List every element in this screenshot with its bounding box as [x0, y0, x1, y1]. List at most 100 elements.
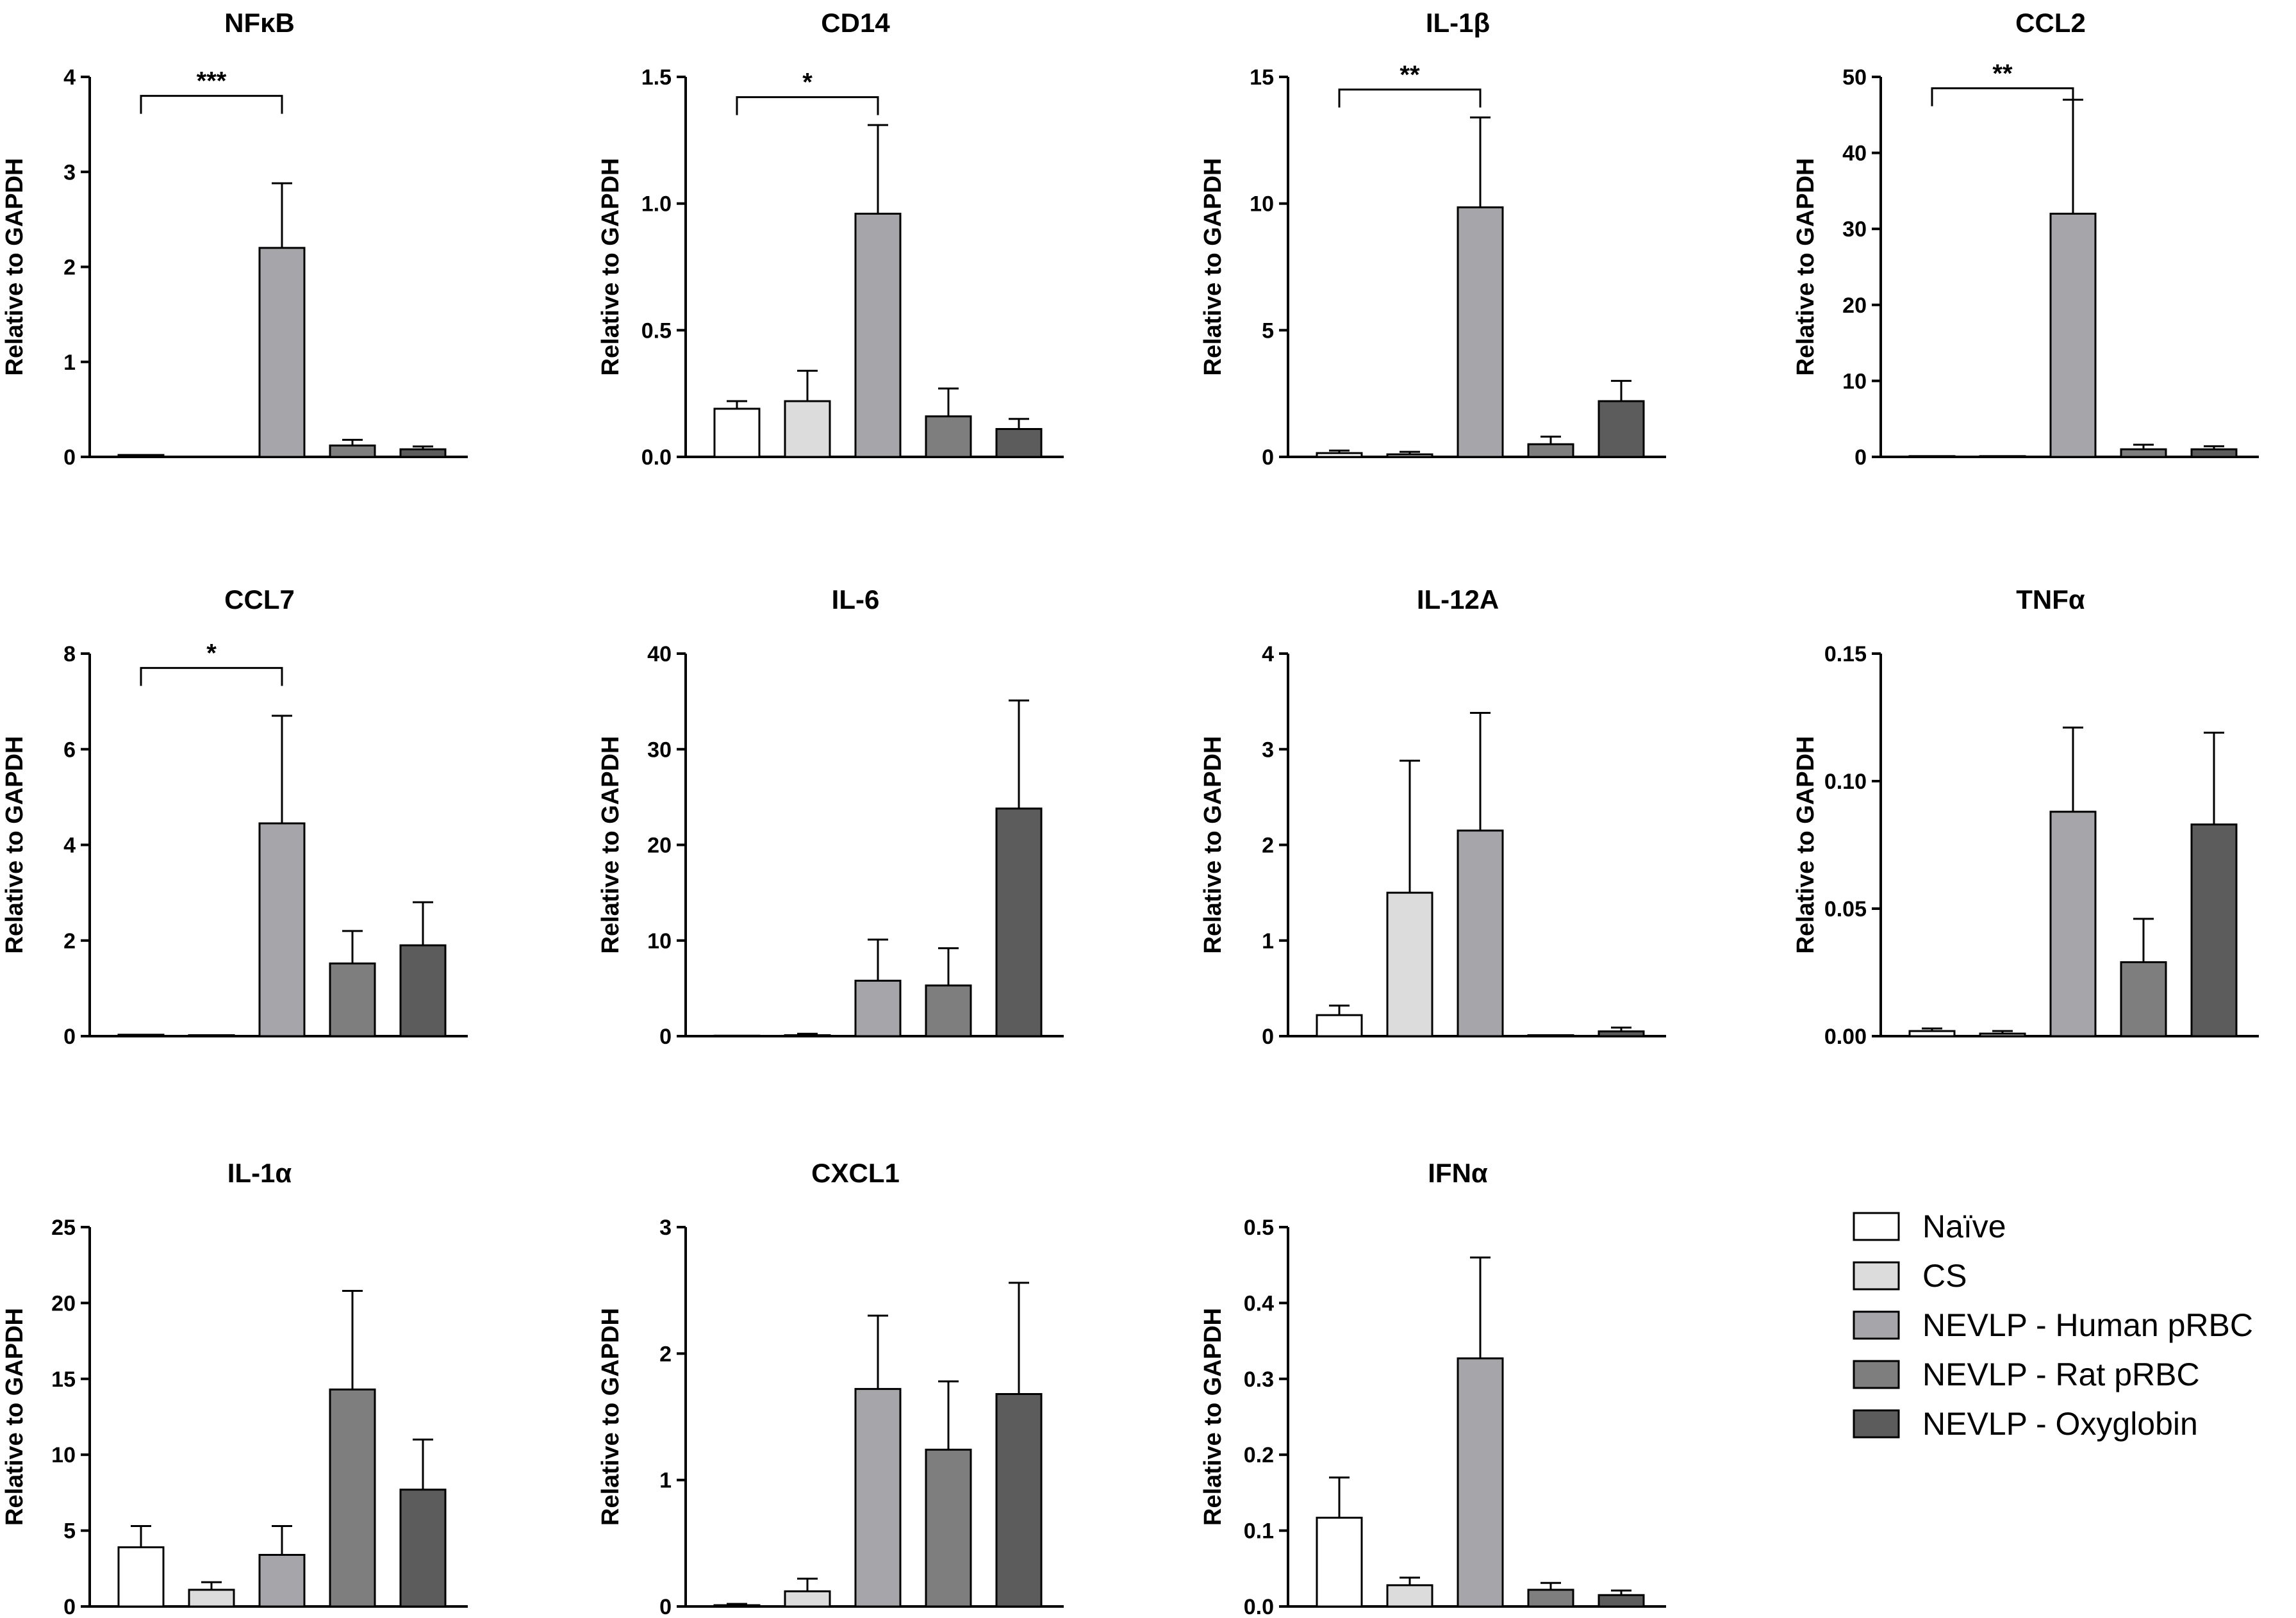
bar-naive	[117, 1034, 165, 1037]
legend-label: CS	[1922, 1258, 1967, 1294]
y-tick-label: 4	[63, 834, 76, 858]
bar-naive	[117, 454, 165, 458]
bar-human	[1457, 829, 1504, 1037]
bar-naive	[713, 1604, 761, 1608]
y-tick-label: 3	[659, 1216, 672, 1240]
y-tick-label: 20	[1842, 293, 1867, 318]
significance-label: **	[1400, 61, 1420, 89]
y-axis-label: Relative to GAPDH	[1200, 158, 1226, 376]
bar-oxy	[1598, 400, 1645, 458]
y-tick-label: 8	[63, 642, 76, 666]
significance-bracket	[1931, 87, 2074, 106]
y-axis-label: Relative to GAPDH	[1200, 736, 1226, 954]
bar-cs	[1386, 453, 1433, 458]
y-tick-label: 0.5	[641, 318, 672, 343]
bar-oxy	[1598, 1594, 1645, 1608]
significance-label: ***	[197, 67, 227, 95]
bar-human	[258, 247, 306, 458]
bar-rat	[925, 984, 972, 1037]
chart-title: IL-1β	[1426, 8, 1490, 38]
y-tick-label: 50	[1842, 65, 1867, 90]
bar-oxy	[995, 428, 1043, 458]
y-tick-label: 15	[51, 1367, 76, 1392]
chart-10: CXCL1 Relative to GAPDH 0 1 2 3	[597, 1158, 1064, 1618]
y-tick-label: 25	[51, 1216, 76, 1240]
bar-human	[2049, 212, 2097, 458]
bar-oxy	[2190, 823, 2238, 1037]
chart-4: CCL2 Relative to GAPDH 0 10 20 30 40 50 **	[1792, 8, 2259, 470]
y-tick-label: 2	[659, 1342, 672, 1366]
y-tick-label: 30	[647, 738, 672, 762]
y-axis-label: Relative to GAPDH	[1792, 158, 1819, 376]
bar-naive	[117, 1546, 165, 1608]
y-axis-label: Relative to GAPDH	[597, 158, 624, 376]
significance-label: **	[1992, 60, 2013, 88]
bar-oxy	[399, 1489, 447, 1608]
bar-naive	[1908, 455, 1956, 458]
y-tick-label: 0.2	[1244, 1443, 1274, 1467]
y-tick-label: 3	[1262, 738, 1274, 762]
y-tick-label: 5	[1262, 318, 1274, 343]
legend-swatch	[1853, 1409, 1900, 1439]
bar-rat	[329, 444, 376, 458]
y-tick-label: 40	[647, 642, 672, 666]
y-tick-label: 0	[63, 445, 76, 470]
y-tick-label: 0.15	[1824, 642, 1867, 666]
bar-rat	[925, 1448, 972, 1608]
bar-rat	[2120, 961, 2167, 1037]
bar-rat	[1527, 443, 1574, 458]
y-tick-label: 0.10	[1824, 770, 1867, 794]
bar-cs	[1979, 1032, 2026, 1037]
significance-label: *	[206, 639, 217, 667]
chart-title: CCL2	[2015, 8, 2086, 38]
bar-oxy	[399, 448, 447, 458]
y-tick-label: 0.4	[1244, 1291, 1274, 1316]
chart-title: IL-6	[832, 584, 880, 615]
chart-1: NFκB Relative to GAPDH 0 1 2 3 4 ***	[1, 8, 468, 470]
y-axis-label: Relative to GAPDH	[1200, 1308, 1226, 1526]
bar-naive	[1316, 1516, 1363, 1608]
bar-cs	[188, 456, 235, 458]
legend-swatch	[1853, 1360, 1900, 1389]
chart-title: CXCL1	[811, 1158, 900, 1188]
bar-human	[1457, 206, 1504, 458]
y-tick-label: 10	[51, 1443, 76, 1467]
bar-oxy	[995, 1392, 1043, 1608]
y-tick-label: 2	[63, 929, 76, 953]
legend-label: Naïve	[1922, 1209, 2006, 1244]
y-tick-label: 1	[63, 351, 76, 375]
bar-naive	[1316, 1014, 1363, 1037]
y-tick-label: 3	[63, 160, 76, 185]
significance-bracket	[736, 96, 879, 115]
bar-human	[854, 212, 902, 458]
y-axis-label: Relative to GAPDH	[1, 736, 28, 954]
chart-5: CCL7 Relative to GAPDH 0 2 4 6 8 *	[1, 584, 468, 1049]
bar-oxy	[399, 944, 447, 1037]
legend-swatch	[1853, 1310, 1900, 1340]
chart-title: IL-1α	[227, 1158, 292, 1188]
y-tick-label: 20	[51, 1291, 76, 1316]
chart-title: CCL7	[224, 584, 295, 615]
legend-swatch	[1853, 1212, 1900, 1241]
y-tick-label: 1.0	[641, 192, 672, 217]
y-tick-label: 4	[63, 65, 76, 90]
bar-cs	[784, 1590, 831, 1608]
bar-cs	[1979, 455, 2026, 458]
y-axis-label: Relative to GAPDH	[597, 1308, 624, 1526]
y-tick-label: 0	[659, 1595, 672, 1618]
significance-bracket	[1338, 88, 1482, 108]
bar-human	[2049, 811, 2097, 1037]
bar-oxy	[1598, 1030, 1645, 1037]
bar-rat	[925, 415, 972, 458]
bar-human	[1457, 1357, 1504, 1608]
bar-rat	[2120, 448, 2167, 458]
chart-3: IL-1β Relative to GAPDH 0 5 10 15 **	[1200, 8, 1666, 470]
y-axis-label: Relative to GAPDH	[1, 158, 28, 376]
chart-title: IFNα	[1428, 1158, 1488, 1188]
y-tick-label: 10	[1842, 369, 1867, 393]
chart-6: IL-6 Relative to GAPDH 0 10 20 30 40	[597, 584, 1064, 1049]
y-tick-label: 2	[1262, 834, 1274, 858]
legend-label: NEVLP - Rat pRBC	[1922, 1357, 2200, 1392]
y-tick-label: 40	[1842, 142, 1867, 166]
chart-9: IL-1α Relative to GAPDH 0 5 10 15 20 25	[1, 1158, 468, 1618]
